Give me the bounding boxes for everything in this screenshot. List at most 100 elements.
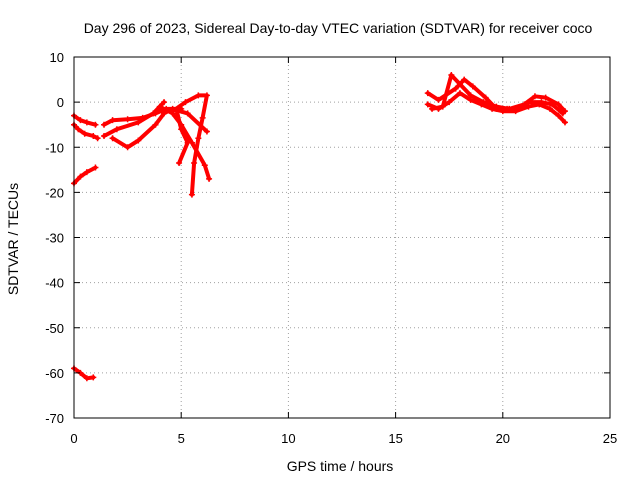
data-point: [184, 139, 191, 146]
data-point: [161, 99, 168, 106]
y-axis-label: SDTVAR / TECUs: [5, 183, 21, 295]
data-point: [156, 103, 163, 110]
x-tick-label: 5: [178, 431, 185, 446]
data-point: [75, 126, 82, 133]
data-point: [456, 90, 463, 97]
data-point: [90, 374, 97, 381]
data-point: [546, 105, 553, 112]
series-trace-6: [101, 99, 168, 139]
series-line: [72, 366, 96, 381]
x-tick-label: 20: [496, 431, 510, 446]
data-point: [109, 117, 116, 124]
data-point: [439, 103, 446, 110]
data-point: [83, 375, 90, 382]
data-point: [461, 76, 468, 83]
series-trace-10: [173, 108, 191, 167]
data-point: [521, 101, 528, 108]
data-point: [83, 119, 90, 126]
data-point: [512, 108, 519, 115]
data-point: [173, 108, 180, 115]
data-point: [124, 116, 131, 123]
data-point: [561, 119, 568, 126]
data-point: [81, 130, 88, 137]
y-tick-label: 0: [57, 95, 64, 110]
data-point: [184, 110, 191, 117]
data-point: [195, 92, 202, 99]
data-point: [83, 169, 90, 176]
data-point: [542, 94, 549, 101]
data-point: [199, 114, 206, 121]
data-point: [424, 90, 431, 97]
data-point: [467, 92, 474, 99]
data-point: [135, 137, 142, 144]
data-point: [92, 164, 99, 171]
data-point: [531, 93, 538, 100]
data-point: [448, 72, 455, 79]
data-point: [561, 108, 568, 115]
data-point: [191, 160, 198, 167]
series-trace-13: [429, 72, 568, 115]
series-trace-1: [71, 112, 99, 128]
data-point: [456, 81, 463, 88]
data-point: [525, 103, 532, 110]
data-point: [555, 101, 562, 108]
y-tick-label: -70: [45, 411, 64, 426]
data-point: [182, 99, 189, 106]
data-point: [493, 103, 500, 110]
data-point: [435, 96, 442, 103]
data-point: [101, 132, 108, 139]
data-point: [429, 105, 436, 112]
data-point: [506, 105, 513, 112]
data-point: [452, 85, 459, 92]
data-point: [77, 117, 84, 124]
series-line: [174, 109, 190, 165]
data-point: [94, 135, 101, 142]
series-line: [110, 106, 209, 150]
axis-ticks: 0 5 10 15 20 25 10 0 -10 -20 -30 -40 -50 -60 -70: [45, 50, 617, 446]
x-tick-label: 10: [281, 431, 295, 446]
data-point: [536, 101, 543, 108]
data-point: [203, 92, 210, 99]
series-trace-9: [169, 92, 210, 198]
y-tick-label: -40: [45, 276, 64, 291]
data-point: [555, 112, 562, 119]
data-point: [152, 121, 159, 128]
series-trace-3: [71, 164, 99, 187]
series-line: [72, 113, 98, 127]
y-tick-label: -60: [45, 366, 64, 381]
data-point: [201, 162, 208, 169]
data-point: [161, 110, 168, 117]
y-tick-label: -30: [45, 231, 64, 246]
data-point: [188, 191, 195, 198]
grid: [74, 57, 610, 418]
data-point: [124, 144, 131, 151]
data-point: [150, 110, 157, 117]
data-point: [101, 121, 108, 128]
data-point: [135, 119, 142, 126]
series-line: [170, 93, 209, 197]
data-point: [176, 160, 183, 167]
data-point: [424, 101, 431, 108]
data-point: [480, 99, 487, 106]
data-point: [113, 126, 120, 133]
y-tick-label: -50: [45, 321, 64, 336]
data-point: [195, 135, 202, 142]
data-point: [203, 128, 210, 135]
x-tick-label: 15: [388, 431, 402, 446]
y-tick-label: -20: [45, 185, 64, 200]
y-tick-label: -10: [45, 140, 64, 155]
x-tick-label: 25: [603, 431, 617, 446]
x-axis-label: GPS time / hours: [287, 458, 394, 474]
series-trace-7: [109, 105, 210, 151]
y-tick-label: 10: [50, 50, 64, 65]
data-point: [178, 126, 185, 133]
data-point: [482, 94, 489, 101]
data-point: [446, 99, 453, 106]
data-point: [90, 132, 97, 139]
x-tick-label: 0: [70, 431, 77, 446]
data-series: [71, 72, 568, 382]
data-point: [109, 135, 116, 142]
data-point: [206, 175, 213, 182]
chart-title: Day 296 of 2023, Sidereal Day-to-day VTE…: [84, 20, 593, 36]
data-point: [77, 173, 84, 180]
